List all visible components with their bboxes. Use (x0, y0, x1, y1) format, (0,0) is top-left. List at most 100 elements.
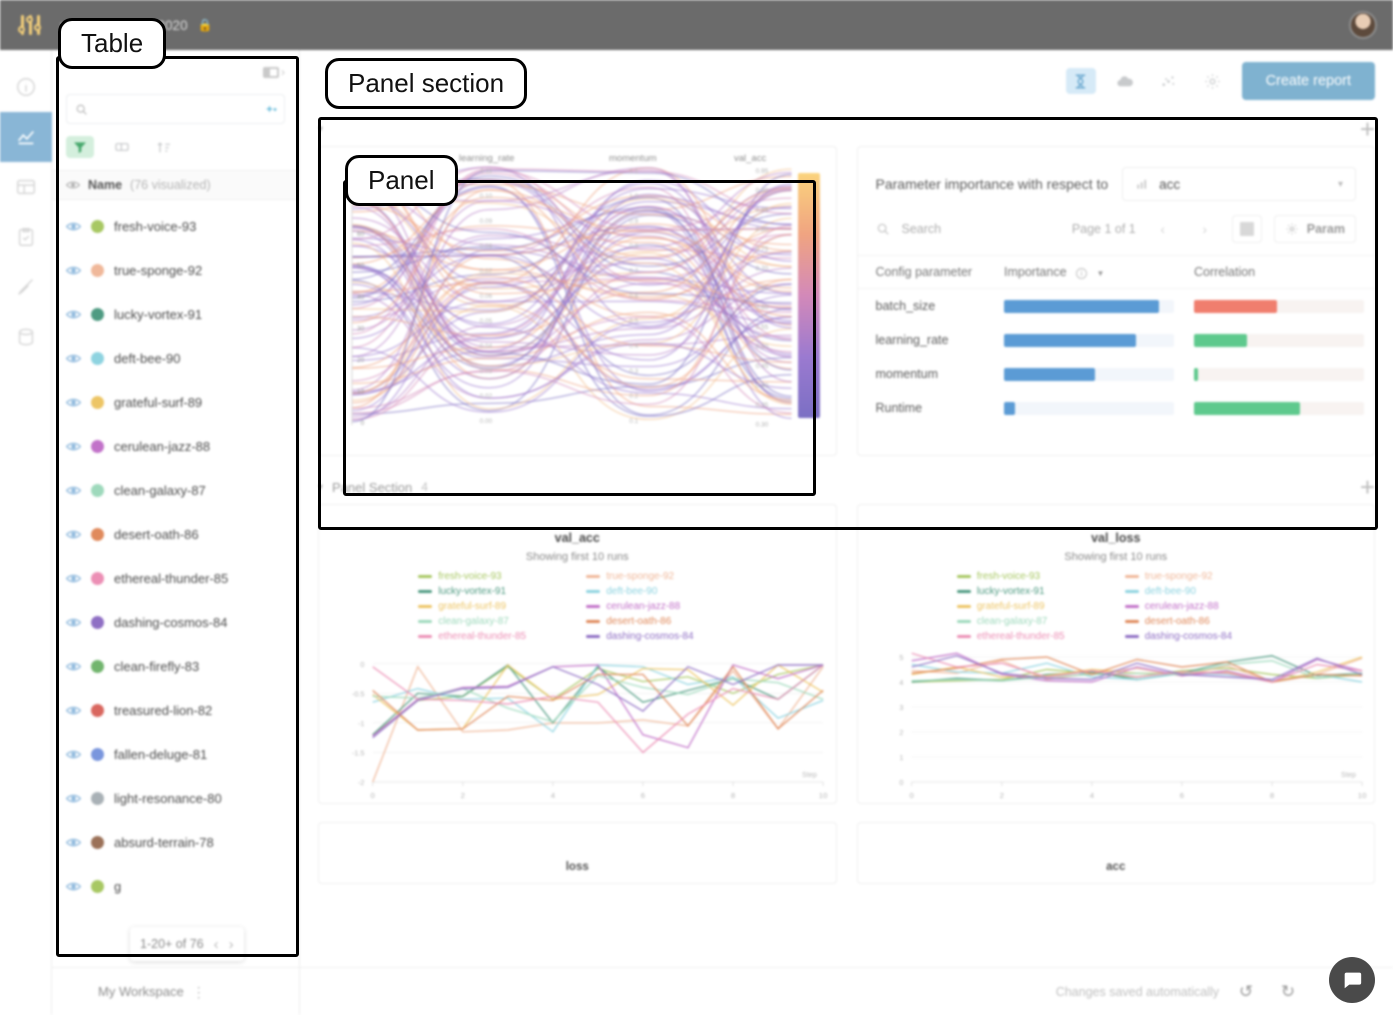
eye-icon[interactable] (66, 221, 81, 232)
breadcrumb-projects[interactable]: projects (60, 17, 108, 33)
run-name[interactable]: light-resonance-80 (114, 790, 222, 806)
magic-sparkle-icon[interactable]: ✦• (264, 103, 277, 116)
eye-icon[interactable] (66, 793, 81, 804)
parameter-importance-panel[interactable]: Parameter importance with respect to acc… (856, 146, 1375, 456)
run-name[interactable]: clean-firefly-83 (114, 658, 200, 674)
run-name[interactable]: deft-bee-90 (114, 350, 181, 366)
eye-icon[interactable] (66, 265, 81, 276)
eye-icon[interactable] (66, 705, 81, 716)
list-item[interactable]: deft-bee-90 (52, 336, 299, 380)
list-item[interactable]: true-sponge-92 (52, 248, 299, 292)
chevron-down-icon[interactable]: ▾ (318, 481, 324, 493)
pi-metric-select[interactable]: acc ▾ (1122, 167, 1356, 201)
gear-icon[interactable] (1198, 68, 1228, 94)
panel-section-2-header[interactable]: ▾ Panel Section 4 + (318, 470, 1375, 504)
chevron-right-icon[interactable]: › (228, 935, 234, 953)
eye-icon[interactable] (66, 881, 81, 892)
breadcrumb-project[interactable]: nov-2020 (131, 17, 188, 33)
run-name[interactable]: clean-galaxy-87 (114, 482, 206, 498)
chat-bubble-icon[interactable] (1329, 957, 1375, 1003)
list-item[interactable]: treasured-lion-82 (52, 688, 299, 732)
list-item[interactable]: grateful-surf-89 (52, 380, 299, 424)
list-item[interactable]: lucky-vortex-91 (52, 292, 299, 336)
create-report-button[interactable]: Create report (1241, 62, 1375, 100)
legend-item[interactable]: grateful-surf-89 (418, 601, 568, 612)
legend-item[interactable]: cerulean-jazz-88 (586, 601, 736, 612)
eye-icon[interactable] (66, 180, 80, 190)
eye-icon[interactable] (66, 573, 81, 584)
redo-icon[interactable]: ↻ (1280, 981, 1296, 1001)
run-name[interactable]: fresh-voice-93 (114, 218, 197, 234)
chevron-down-icon[interactable]: ▾ (1337, 178, 1343, 190)
chevron-left-icon[interactable]: ‹ (1160, 221, 1166, 237)
columns-icon[interactable] (108, 136, 136, 158)
eye-icon[interactable] (66, 529, 81, 540)
legend-item[interactable]: fresh-voice-93 (956, 571, 1107, 582)
sidebar-item-overview[interactable] (0, 62, 52, 112)
workspace-label[interactable]: My Workspace (98, 984, 184, 999)
download-runs-icon[interactable] (1065, 68, 1096, 94)
legend-item[interactable]: clean-galaxy-87 (956, 616, 1107, 627)
legend-item[interactable]: deft-bee-90 (1124, 586, 1275, 597)
run-name[interactable]: dashing-cosmos-84 (114, 614, 228, 630)
val_loss-panel[interactable]: val_loss Showing first 10 runs fresh-voi… (856, 504, 1375, 804)
parallel-coordinates-panel[interactable]: learning_rate momentum val_acc 80 70 60 50 4… (318, 146, 837, 456)
sort-caret-icon[interactable]: ▼ (1096, 269, 1105, 278)
table-row[interactable]: batch_size (858, 289, 1375, 324)
chevron-down-icon[interactable]: ▾ (318, 123, 324, 135)
list-item[interactable]: desert-oath-86 (52, 512, 299, 556)
sort-icon[interactable] (150, 136, 178, 158)
search-input[interactable] (94, 102, 276, 116)
view-toggle-icon[interactable] (1231, 215, 1262, 243)
run-name[interactable]: grateful-surf-89 (114, 394, 203, 410)
list-item[interactable]: clean-firefly-83 (52, 644, 299, 688)
run-name[interactable]: desert-oath-86 (114, 526, 199, 542)
table-row[interactable]: momentum (858, 357, 1375, 391)
eye-icon[interactable] (66, 661, 81, 672)
legend-item[interactable]: cerulean-jazz-88 (1124, 601, 1275, 612)
legend-item[interactable]: ethereal-thunder-85 (956, 631, 1107, 642)
legend-item[interactable]: fresh-voice-93 (418, 571, 568, 582)
list-item[interactable]: light-resonance-80 (52, 776, 299, 820)
legend-item[interactable]: true-sponge-92 (586, 571, 736, 582)
legend-item[interactable]: dashing-cosmos-84 (1124, 631, 1275, 642)
run-name[interactable]: cerulean-jazz-88 (114, 438, 211, 454)
chevron-right-icon[interactable]: › (1202, 221, 1208, 237)
val_acc-panel[interactable]: val_acc Showing first 10 runs fresh-voic… (318, 504, 837, 804)
list-item[interactable]: g (52, 864, 299, 908)
sidebar-item-artifacts[interactable] (0, 312, 52, 362)
run-name[interactable]: lucky-vortex-91 (114, 306, 203, 322)
eye-icon[interactable] (66, 617, 81, 628)
panel-section-1-header[interactable]: ▾ + (318, 112, 1375, 146)
sidebar-item-reports[interactable] (0, 212, 52, 262)
column-correlation[interactable]: Correlation (1184, 255, 1374, 289)
run-name[interactable]: g (114, 878, 122, 894)
run-name[interactable]: absurd-terrain-78 (114, 834, 214, 850)
run-name[interactable]: true-sponge-92 (114, 262, 203, 278)
undo-icon[interactable]: ↺ (1238, 981, 1254, 1001)
column-config-parameter[interactable]: Config parameter (857, 255, 994, 289)
search-box[interactable]: ✦• (66, 94, 285, 124)
kebab-menu-icon[interactable]: ⋮ (191, 983, 206, 1000)
run-name[interactable]: treasured-lion-82 (114, 702, 213, 718)
list-item[interactable]: fresh-voice-93 (52, 204, 299, 248)
scatter-icon[interactable] (1154, 68, 1184, 94)
legend-item[interactable]: ethereal-thunder-85 (418, 631, 568, 642)
legend-item[interactable]: clean-galaxy-87 (418, 616, 568, 627)
collapse-panel-icon[interactable]: › (263, 65, 285, 79)
filter-icon[interactable] (66, 136, 94, 158)
table-row[interactable]: learning_rate (858, 323, 1375, 357)
wandb-logo-icon[interactable] (18, 12, 44, 38)
legend-item[interactable]: desert-oath-86 (586, 616, 736, 627)
cloud-icon[interactable] (1110, 68, 1140, 94)
chevron-left-icon[interactable]: ‹ (213, 935, 219, 953)
list-item[interactable]: cerulean-jazz-88 (52, 424, 299, 468)
plus-icon[interactable]: + (1359, 114, 1375, 144)
eye-icon[interactable] (66, 309, 81, 320)
legend-item[interactable]: lucky-vortex-91 (418, 586, 568, 597)
info-icon[interactable]: i (1076, 268, 1088, 279)
list-item[interactable]: fallen-deluge-81 (52, 732, 299, 776)
avatar[interactable] (1349, 11, 1377, 39)
run-name[interactable]: ethereal-thunder-85 (114, 570, 229, 586)
sidebar-item-table[interactable] (0, 162, 52, 212)
